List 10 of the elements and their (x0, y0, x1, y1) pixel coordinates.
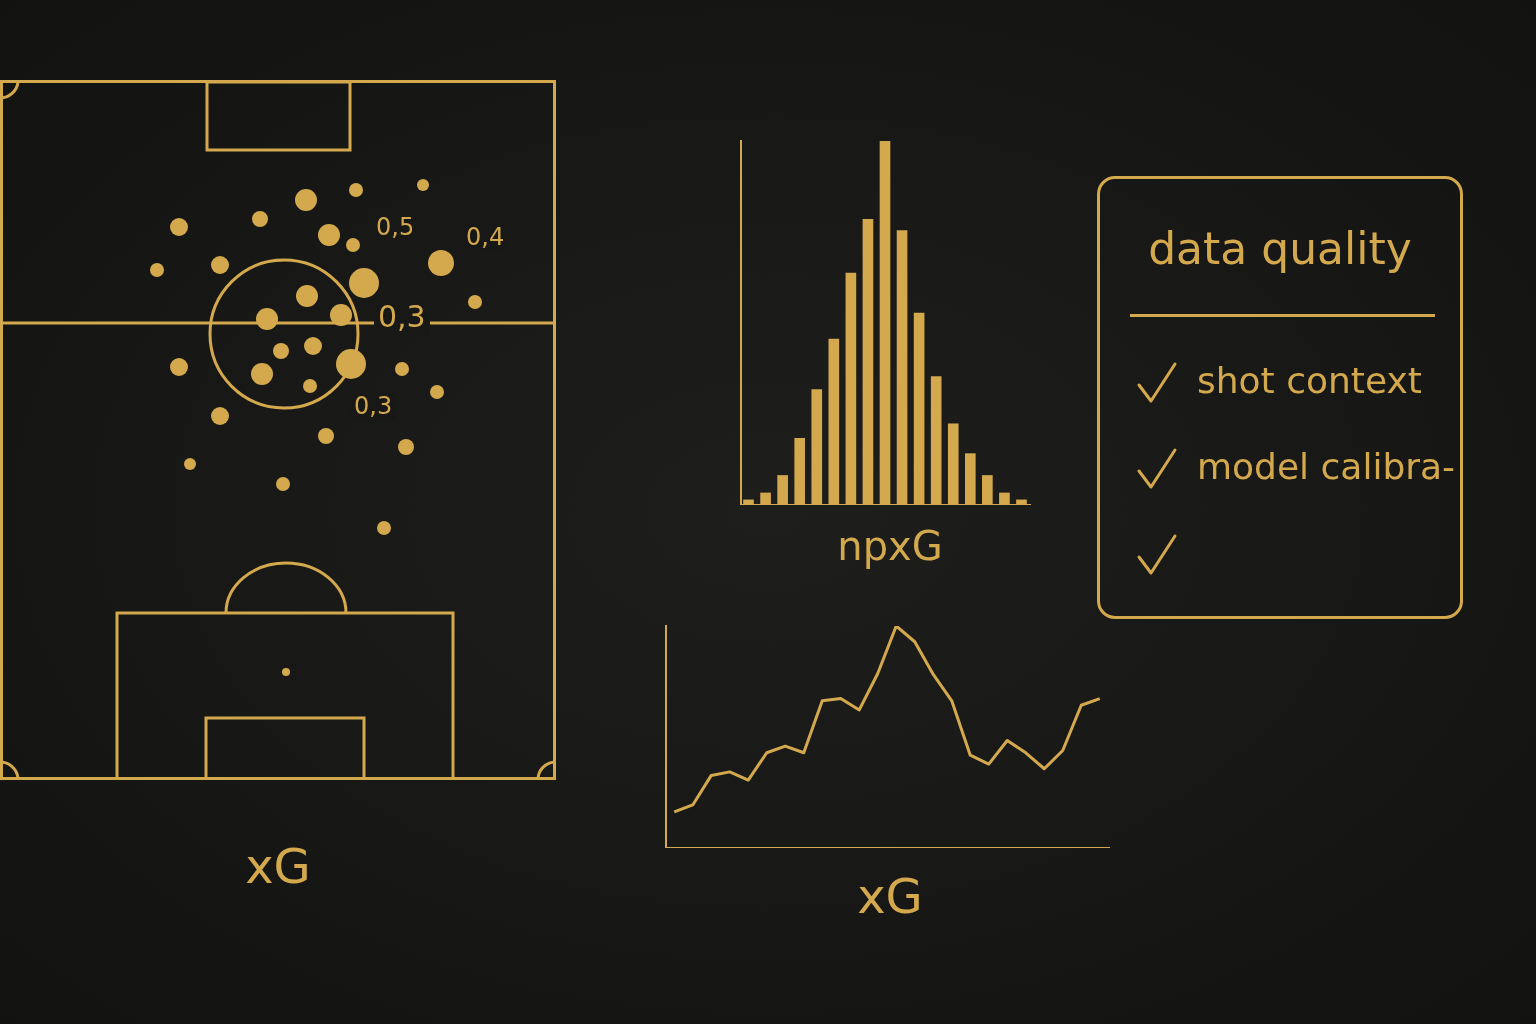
text: 0,3 (350, 392, 397, 421)
text: data quality (1147, 223, 1413, 274)
text: xG (244, 838, 312, 894)
text: model calibra- (1197, 446, 1456, 487)
x-axis-title: npxG (836, 523, 944, 569)
text: 0,5 (372, 213, 419, 242)
x-axis-title: xG (856, 868, 924, 924)
text: 0,3 (374, 299, 430, 335)
text: 0,4 (462, 223, 509, 252)
text: shot context (1197, 360, 1422, 401)
